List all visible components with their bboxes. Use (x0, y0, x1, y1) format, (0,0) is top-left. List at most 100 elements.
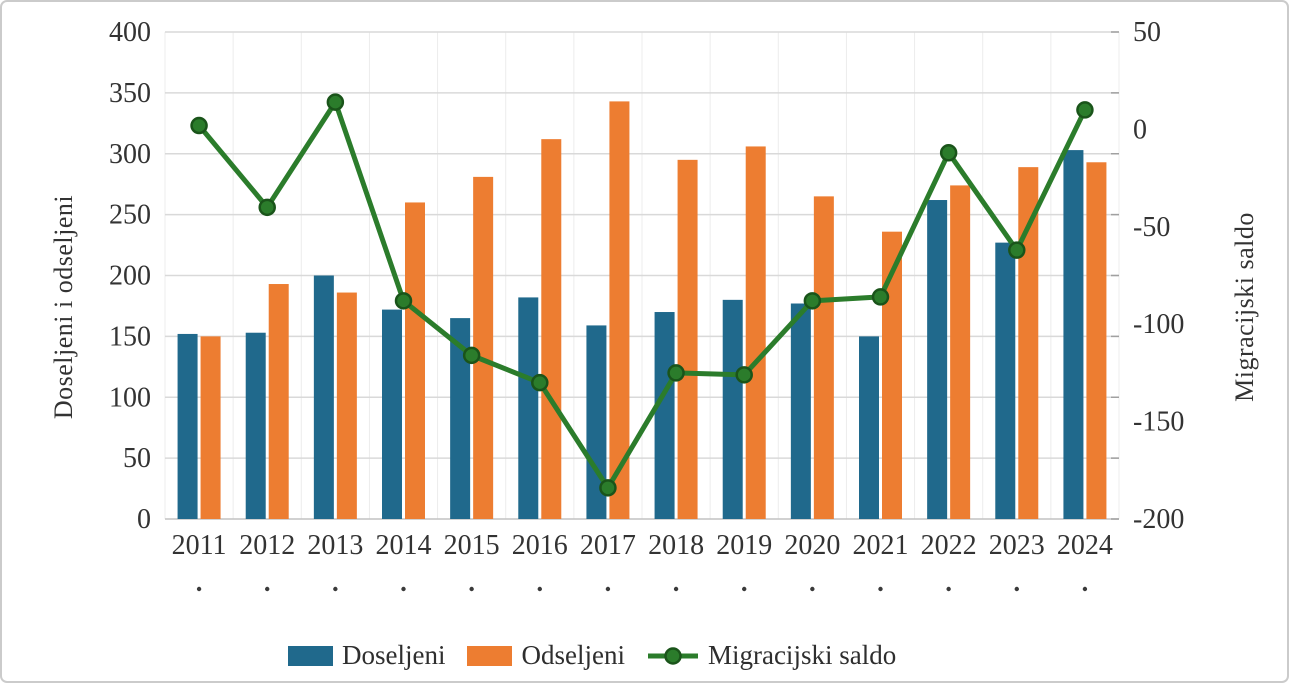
bar-odseljeni-2011 (200, 336, 221, 519)
saldo-marker-2011 (190, 116, 208, 135)
saldo-marker-2021 (871, 288, 890, 306)
bar-doseljeni-2016 (518, 297, 539, 519)
x-axis-labels: 2011 2012 2013 2014 2015 2016 2017 2018 2019 2020… (172, 530, 1113, 592)
bar-odseljeni-2014 (405, 202, 425, 519)
x-axis-dot (673, 586, 679, 592)
bar-odseljeni-2012 (268, 284, 289, 519)
svg-text:2011: 2011 (172, 530, 227, 561)
legend-label-odseljeni: Odseljeni (521, 640, 625, 670)
svg-text:2018: 2018 (648, 530, 704, 561)
svg-text:250: 250 (109, 200, 151, 231)
doseljeni-bars (177, 150, 1084, 519)
x-axis-dot (196, 586, 202, 592)
x-axis-dot (605, 586, 611, 592)
svg-text:2020: 2020 (784, 530, 840, 561)
bar-odseljeni-2016 (541, 139, 562, 519)
svg-text:0: 0 (1133, 114, 1147, 145)
svg-text:50: 50 (1133, 17, 1161, 48)
x-axis-dot (1014, 586, 1019, 592)
x-axis-dot (946, 586, 951, 592)
svg-text:-200: -200 (1133, 504, 1184, 535)
left-axis-title: Doseljeni i odseljeni (49, 194, 78, 420)
x-axis-dot (401, 586, 406, 592)
bar-doseljeni-2011 (177, 333, 198, 519)
svg-text:0: 0 (137, 504, 151, 535)
svg-text:50: 50 (123, 443, 151, 474)
saldo-marker-2012 (258, 198, 276, 217)
svg-text:2019: 2019 (716, 530, 772, 561)
saldo-line-marker-icon (647, 646, 698, 665)
svg-text:2012: 2012 (239, 530, 295, 561)
bar-odseljeni-2015 (473, 176, 494, 519)
bar-doseljeni-2022 (927, 200, 948, 519)
odseljeni-bars (200, 101, 1107, 520)
saldo-marker-2017 (599, 479, 617, 497)
x-axis-dot (742, 586, 747, 592)
svg-text:2024: 2024 (1057, 530, 1113, 561)
svg-text:-100: -100 (1133, 309, 1184, 340)
bar-doseljeni-2013 (313, 275, 334, 519)
bar-odseljeni-2021 (882, 231, 902, 520)
x-axis-dot (1082, 586, 1088, 592)
bar-odseljeni-2018 (677, 159, 698, 519)
saldo-marker-2018 (667, 364, 685, 382)
odseljeni-swatch-icon (467, 645, 513, 666)
legend-item-saldo: Migracijski saldo (647, 640, 896, 671)
svg-text:2017: 2017 (580, 530, 636, 561)
right-axis-title: Migracijski saldo (1230, 212, 1259, 402)
bar-doseljeni-2018 (654, 312, 675, 519)
bar-doseljeni-2021 (859, 336, 879, 519)
svg-text:2021: 2021 (853, 530, 909, 561)
svg-text:2014: 2014 (376, 530, 432, 561)
bar-odseljeni-2013 (336, 292, 357, 519)
saldo-marker-2023 (1008, 241, 1026, 259)
svg-text:2023: 2023 (989, 530, 1045, 561)
svg-text:100: 100 (109, 382, 151, 413)
saldo-marker-2022 (939, 144, 958, 162)
x-axis-dot (265, 586, 270, 592)
bar-doseljeni-2024 (1063, 150, 1084, 519)
svg-text:350: 350 (109, 78, 151, 109)
svg-text:2016: 2016 (512, 530, 568, 561)
svg-text:2022: 2022 (921, 530, 977, 561)
svg-text:-150: -150 (1133, 407, 1184, 438)
x-axis-dot (333, 586, 338, 592)
svg-text:2015: 2015 (444, 530, 500, 561)
bar-doseljeni-2012 (245, 332, 266, 519)
x-axis-dot (469, 586, 474, 592)
bar-odseljeni-2023 (1018, 167, 1039, 519)
axis-labels: 0 50 100 150 200 250 300 350 400 50 0 -50 -100 -150 -2… (109, 17, 1184, 535)
legend-item-doseljeni: Doseljeni (288, 640, 445, 671)
bar-doseljeni-2019 (722, 299, 743, 519)
chart-legend: Doseljeni Odseljeni Migracijski saldo (288, 640, 896, 671)
svg-text:400: 400 (109, 17, 151, 48)
x-axis-dot (537, 586, 542, 592)
bar-odseljeni-2017 (609, 101, 630, 520)
bar-doseljeni-2020 (790, 303, 811, 519)
bar-odseljeni-2022 (950, 185, 971, 519)
saldo-marker-2024 (1076, 101, 1094, 119)
saldo-marker-2016 (531, 373, 549, 392)
svg-text:200: 200 (109, 261, 151, 292)
bar-doseljeni-2023 (995, 242, 1016, 519)
legend-item-odseljeni: Odseljeni (467, 640, 625, 671)
bar-odseljeni-2019 (745, 146, 766, 519)
bar-doseljeni-2015 (450, 318, 471, 519)
saldo-marker-2015 (462, 346, 481, 365)
doseljeni-swatch-icon (288, 645, 333, 666)
svg-text:300: 300 (109, 139, 151, 170)
saldo-marker-2019 (735, 366, 753, 384)
bar-doseljeni-2014 (382, 309, 402, 519)
saldo-line (190, 93, 1094, 497)
bar-odseljeni-2024 (1086, 162, 1107, 519)
svg-text:-50: -50 (1133, 212, 1170, 243)
saldo-marker-2020 (803, 292, 822, 310)
legend-label-saldo: Migracijski saldo (707, 640, 897, 670)
saldo-marker-2013 (326, 93, 345, 111)
bar-doseljeni-2017 (586, 325, 607, 519)
x-axis-dot (878, 586, 883, 592)
x-axis-dot (810, 586, 815, 592)
svg-text:2013: 2013 (307, 530, 363, 561)
